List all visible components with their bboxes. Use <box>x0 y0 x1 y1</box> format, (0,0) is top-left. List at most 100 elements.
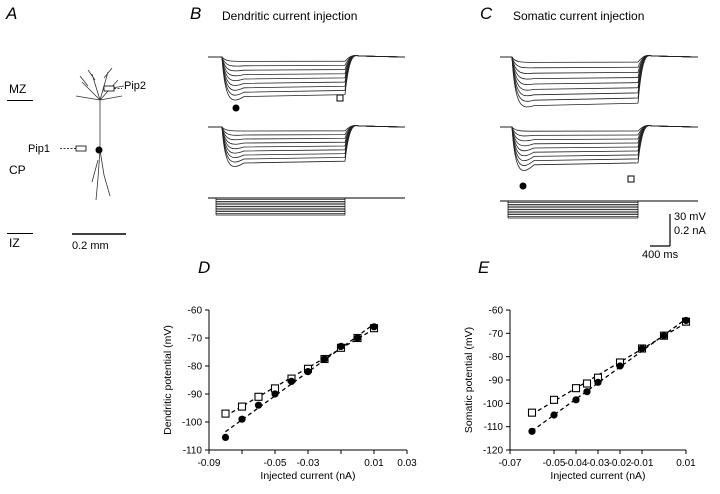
pipette-label-pip1: Pip1 <box>28 143 51 155</box>
trace-marker-steady-c <box>627 175 635 183</box>
mz-divider <box>7 100 33 101</box>
y-tick-label-e: -120 <box>483 446 503 457</box>
pip2-icon <box>103 85 122 92</box>
fit-line-d <box>225 328 375 417</box>
data-point-circle-e <box>638 344 646 353</box>
data-point-circle-d <box>337 342 345 350</box>
x-tick-label-d: -0.05 <box>264 458 287 469</box>
data-point-circle-e <box>572 396 580 404</box>
y-tick-label-d: -80 <box>188 362 203 373</box>
data-point-circle-d <box>238 415 246 423</box>
data-point-circle-d <box>287 377 296 385</box>
somatic-top-trace <box>500 55 699 69</box>
scale-bars <box>650 214 671 247</box>
pipette-label-pip2: Pip2 <box>124 80 147 92</box>
somatic-top-trace <box>500 55 699 85</box>
y-tick-label-e: -70 <box>489 329 504 340</box>
panel-letter-a: A <box>6 4 18 23</box>
data-point-square-e <box>571 384 581 393</box>
y-tick-label-d: -110 <box>183 446 203 457</box>
voltage-traces <box>208 54 699 219</box>
x-tick-label-e: -0.07 <box>499 458 522 469</box>
x-tick-label-e: -0.03 <box>587 458 610 469</box>
data-point-circle-e <box>682 316 690 325</box>
chart-e: -120-110-100-90-80-70-60-0.07 -0.05 -0.04-… <box>463 306 696 483</box>
scale-label-voltage: 30 mV <box>674 211 706 223</box>
y-tick-label-d: -70 <box>188 334 203 345</box>
panel-letter-e: E <box>478 258 490 277</box>
data-point-circle-d <box>370 323 378 331</box>
x-tick-label-e: -0.05 <box>543 458 566 469</box>
x-tick-label-e: -0.01 <box>631 458 654 469</box>
data-point-circle-d <box>221 433 230 441</box>
data-point-circle-e <box>616 362 624 370</box>
somatic-bottom-trace <box>500 125 699 142</box>
dendritic-top-trace <box>208 55 406 101</box>
y-tick-label-e: -90 <box>489 376 504 387</box>
data-point-square-d <box>237 402 247 411</box>
scale-label-time: 400 ms <box>642 249 679 261</box>
x-axis-label-d: Injected current (nA) <box>260 470 355 482</box>
somatic-top-trace <box>500 55 699 74</box>
y-axis-label-d: Dendritic potential (mV) <box>162 325 174 435</box>
y-tick-label-e: -60 <box>489 306 504 317</box>
panel-letter-d: D <box>198 258 211 277</box>
layer-label-mz: MZ <box>9 82 27 96</box>
trace-marker-peak-b <box>232 104 240 112</box>
dendritic-bottom-trace <box>208 125 406 141</box>
panel-letter-b: B <box>190 4 202 23</box>
somatic-bottom-trace <box>500 125 699 171</box>
data-point-circle-d <box>304 368 312 376</box>
x-tick-label-d: -0.09 <box>198 458 221 469</box>
iz-divider <box>7 233 33 234</box>
data-point-square-e <box>582 379 592 388</box>
scale-label-current: 0.2 nA <box>674 225 706 237</box>
dendritic-bottom-trace <box>208 125 406 136</box>
data-point-circle-e <box>660 332 668 340</box>
neuron-drawing <box>75 67 125 201</box>
data-point-circle-d <box>271 390 279 398</box>
data-point-square-e <box>549 395 559 404</box>
x-tick-label-e: -0.02 <box>609 458 632 469</box>
data-point-circle-d <box>353 334 362 342</box>
soma-marker <box>95 146 103 154</box>
dendritic-bottom-trace <box>208 125 406 150</box>
y-tick-label-e: -80 <box>489 352 504 363</box>
x-tick-label-e: -0.04 <box>565 458 588 469</box>
layer-label-iz: IZ <box>9 236 20 250</box>
x-tick-label-d: -0.03 <box>297 458 320 469</box>
x-tick-label-d: 0.03 <box>397 458 417 469</box>
x-tick-label-d: 0.01 <box>364 458 384 469</box>
y-tick-label-d: -90 <box>188 390 203 401</box>
data-point-circle-e <box>583 388 591 396</box>
data-point-circle-d <box>320 355 329 363</box>
somatic-top-trace <box>500 55 699 108</box>
trace-marker-peak-c <box>519 182 527 190</box>
chart-d: -110 -100 -90 -80 -70 -60 -0.09 -0.05 -0.03 0.01 0… <box>162 306 417 483</box>
y-axis-label-e: Somatic potential (mV) <box>463 327 475 433</box>
y-tick-label-d: -60 <box>188 306 203 317</box>
data-point-circle-e <box>528 427 536 435</box>
fit-line-e <box>531 318 687 432</box>
x-axis-label-e: Injected current (nA) <box>550 470 645 482</box>
data-point-square-d <box>221 409 230 418</box>
dendritic-bottom-trace <box>208 125 406 167</box>
data-point-square-d <box>254 392 263 401</box>
dendritic-top-trace <box>208 55 406 72</box>
x-tick-label-e: 0.01 <box>676 458 696 469</box>
data-point-circle-e <box>550 411 558 419</box>
data-point-circle-e <box>594 378 602 386</box>
y-tick-label-d: -100 <box>182 418 202 429</box>
dendritic-top-trace <box>208 55 406 82</box>
dendritic-top-trace <box>208 55 406 67</box>
y-tick-label-e: -110 <box>484 422 504 433</box>
fit-line-d <box>225 323 375 433</box>
data-point-circle-d <box>254 401 263 409</box>
panel-b-title: Dendritic current injection <box>222 9 358 23</box>
panel-letter-c: C <box>480 4 493 23</box>
panel-c-title: Somatic current injection <box>513 9 645 23</box>
scale-bar-label-mm: 0.2 mm <box>72 240 109 252</box>
data-point-square-e <box>527 408 537 417</box>
trace-marker-steady-b <box>336 94 344 102</box>
